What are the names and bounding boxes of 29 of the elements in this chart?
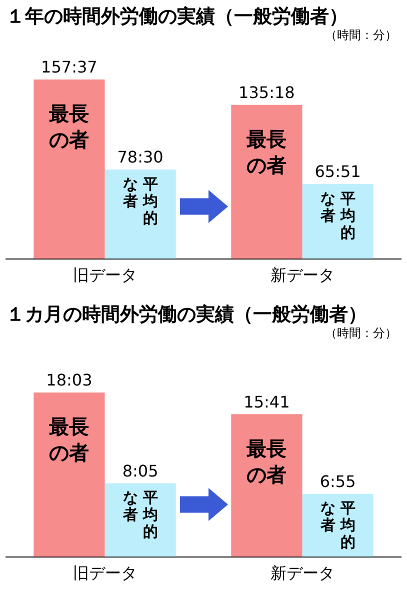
data-label: 15:41 — [244, 392, 290, 412]
text: （時間：分） — [325, 28, 397, 42]
bar — [231, 104, 302, 259]
x-tick-label: 旧データ — [72, 266, 137, 285]
bar — [104, 170, 176, 259]
series-label: 最長の者 — [246, 127, 287, 178]
series-label: 平均的な者 — [319, 189, 356, 242]
data-label: 6:55 — [320, 472, 356, 491]
series-label: 最長の者 — [246, 436, 287, 486]
data-label: 18:03 — [46, 370, 92, 390]
text: 平均的な者 — [122, 488, 158, 541]
bar — [34, 392, 105, 557]
bar — [231, 414, 302, 557]
text: 最長の者 — [49, 102, 90, 152]
text: 平均的な者 — [122, 174, 158, 227]
chart-title: １カ月の時間外労働の実績（一般労働者） — [6, 303, 367, 326]
x-tick-label: 新データ — [270, 564, 334, 583]
x-tick-label: 旧データ — [72, 564, 137, 583]
text: 最長の者 — [49, 414, 90, 465]
series-label: 平均的な者 — [319, 499, 356, 552]
data-label: 78:30 — [117, 148, 164, 167]
data-label: 157:37 — [41, 58, 98, 77]
text: （時間：分） — [325, 326, 397, 340]
data-label: 65:51 — [314, 162, 361, 182]
data-label: 8:05 — [122, 461, 158, 480]
data-label: 135:18 — [238, 83, 295, 102]
x-tick-label: 新データ — [270, 266, 334, 285]
bar — [34, 80, 105, 259]
chart-title: １年の時間外労働の実績（一般労働者） — [6, 5, 348, 28]
